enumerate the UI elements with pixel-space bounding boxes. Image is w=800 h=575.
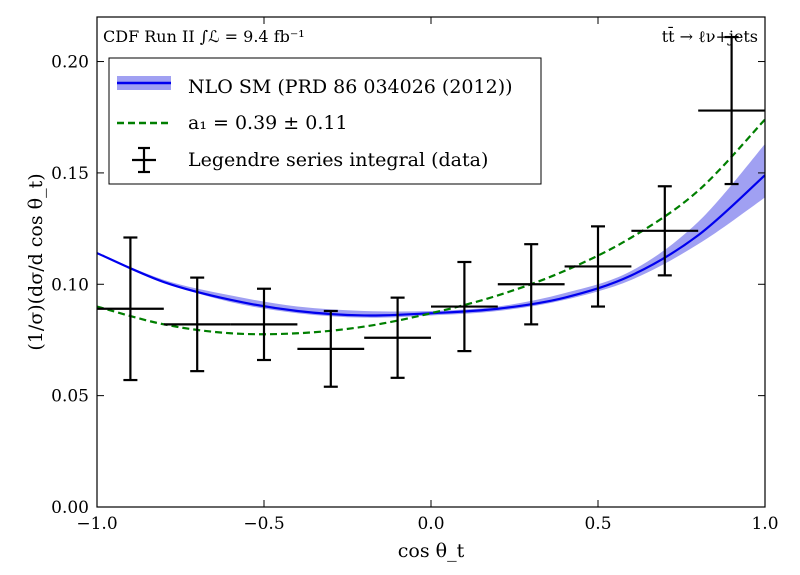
data-point <box>364 296 431 379</box>
data-point <box>631 185 699 277</box>
legend-label-data: Legendre series integral (data) <box>188 149 488 171</box>
y-tick-label: 0.15 <box>51 164 89 184</box>
legend: NLO SM (PRD 86 034026 (2012)) a₁ = 0.39 … <box>108 57 542 185</box>
annotation-run-info: CDF Run II ∫ℒ = 9.4 fb⁻¹ <box>103 27 305 46</box>
x-tick-label: 0.5 <box>584 514 611 534</box>
x-tick-label: −0.5 <box>243 514 284 534</box>
plot-series-layer <box>97 118 765 336</box>
x-axis-title: cos θ_t <box>398 540 465 562</box>
x-tick-label: 1.0 <box>751 514 778 534</box>
x-tick-label: −1.0 <box>76 514 117 534</box>
data-point <box>564 225 632 308</box>
y-tick-label: 0.10 <box>51 275 89 295</box>
y-axis-title: (1/σ)(dσ/d cos θ_t) <box>25 173 47 350</box>
data-point <box>97 236 164 382</box>
y-tick-label: 0.20 <box>51 53 89 73</box>
data-point <box>431 260 498 353</box>
data-point <box>230 287 298 362</box>
data-point <box>297 309 365 388</box>
axis-ticks-layer: −1.0 −0.5 0.0 0.5 1.0 0.00 0.05 0.10 0.15 0.20 <box>51 17 779 534</box>
y-tick-label: 0.05 <box>51 387 89 407</box>
a1-fit-dashed-line <box>97 118 765 336</box>
nlo-sm-line <box>97 174 765 317</box>
x-tick-label: 0.0 <box>417 514 444 534</box>
data-point <box>497 243 565 326</box>
legend-label-nlo-sm: NLO SM (PRD 86 034026 (2012)) <box>188 76 513 98</box>
data-point <box>163 276 231 373</box>
error-bars-layer <box>97 35 765 388</box>
data-point <box>698 35 765 186</box>
legend-swatches <box>117 76 171 174</box>
y-tick-label: 0.00 <box>51 498 89 518</box>
annotation-channel: tt̄ → ℓν+jets <box>662 25 758 46</box>
legend-label-a1-fit: a₁ = 0.39 ± 0.11 <box>188 112 348 134</box>
legend-box <box>108 57 542 185</box>
